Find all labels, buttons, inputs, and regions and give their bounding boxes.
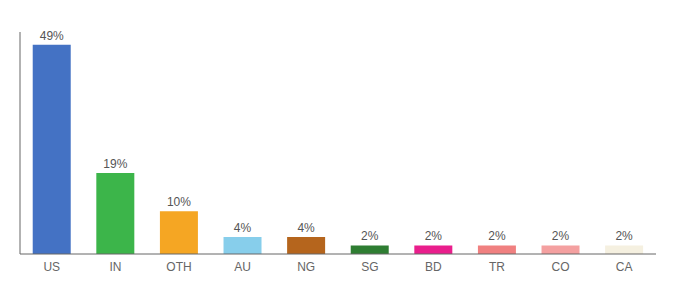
svg-text:US: US: [43, 260, 60, 274]
svg-text:SG: SG: [361, 260, 378, 274]
svg-text:OTH: OTH: [166, 260, 191, 274]
svg-text:IN: IN: [109, 260, 121, 274]
svg-text:4%: 4%: [297, 221, 315, 235]
svg-text:2%: 2%: [361, 229, 379, 243]
svg-text:10%: 10%: [167, 195, 191, 209]
svg-text:49%: 49%: [40, 29, 64, 43]
svg-text:CO: CO: [552, 260, 570, 274]
svg-text:2%: 2%: [552, 229, 570, 243]
svg-text:2%: 2%: [488, 229, 506, 243]
svg-text:19%: 19%: [103, 157, 127, 171]
svg-text:NG: NG: [297, 260, 315, 274]
svg-text:2%: 2%: [615, 229, 633, 243]
svg-text:4%: 4%: [234, 221, 252, 235]
svg-text:AU: AU: [234, 260, 251, 274]
svg-text:2%: 2%: [425, 229, 443, 243]
svg-text:CA: CA: [616, 260, 633, 274]
svg-text:BD: BD: [425, 260, 442, 274]
svg-text:TR: TR: [489, 260, 505, 274]
